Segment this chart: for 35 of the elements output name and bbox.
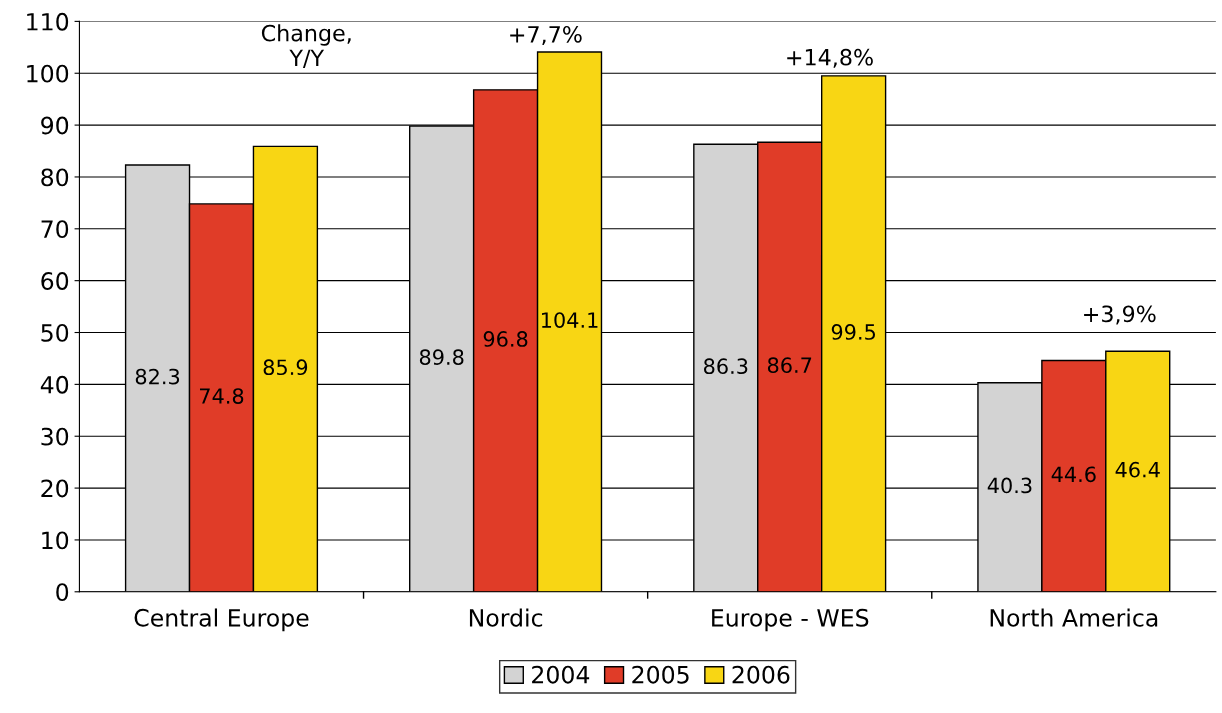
legend-label: 2006: [732, 665, 790, 684]
annotation: +7,7%: [510, 25, 582, 46]
data-label: 86.3: [704, 358, 748, 375]
y-tick-label: 110: [27, 12, 69, 31]
data-label: 40.3: [987, 477, 1032, 494]
x-tick-label: Central Europe: [134, 608, 309, 632]
data-label: 44.6: [1051, 466, 1096, 483]
y-tick-label: 40: [40, 375, 69, 394]
y-tick-label: 80: [41, 168, 69, 187]
annotation: +14,8%: [787, 48, 873, 68]
data-label: 99.5: [831, 324, 876, 340]
data-label: 96.8: [483, 331, 528, 347]
x-tick-label: Europe - WES: [712, 608, 869, 632]
legend-label: 2005: [632, 665, 689, 684]
data-label: 104.1: [542, 312, 598, 328]
y-tick-label: 90: [41, 116, 69, 135]
data-label: 74.8: [200, 388, 244, 404]
annotation: Change, Y/Y: [261, 24, 351, 69]
x-tick-label: Nordic: [469, 608, 543, 627]
y-tick-label: 70: [41, 220, 69, 239]
y-tick-label: 50: [41, 323, 69, 342]
y-tick-label: 10: [42, 531, 69, 550]
y-tick-label: 100: [27, 64, 69, 83]
data-label: 46.4: [1115, 461, 1160, 478]
data-label: 85.9: [263, 359, 308, 376]
legend-label: 2004: [532, 665, 590, 684]
y-tick-label: 60: [41, 272, 69, 290]
data-label: 82.3: [135, 368, 180, 385]
x-tick-label: North America: [990, 608, 1158, 627]
y-tick-label: 0: [56, 583, 69, 602]
data-label: 86.7: [767, 357, 812, 374]
data-label: 89.8: [419, 349, 464, 366]
y-tick-label: 20: [41, 479, 69, 498]
annotation: +3,9%: [1084, 305, 1156, 325]
y-tick-label: 30: [41, 427, 69, 446]
